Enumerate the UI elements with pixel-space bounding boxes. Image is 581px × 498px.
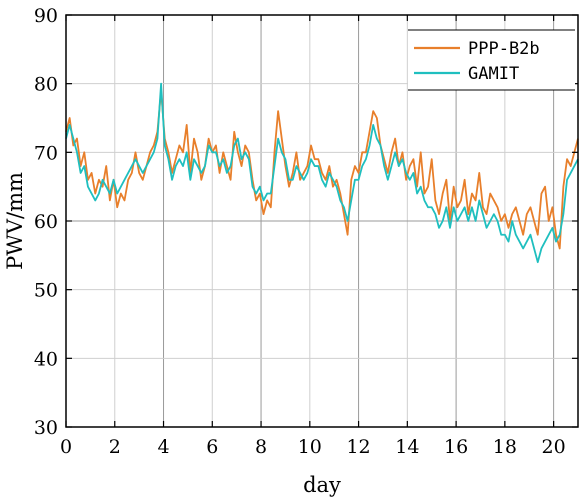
x-tick-label: 16 <box>444 436 468 458</box>
tick-labels: 0 2 4 6 8 10 12 14 16 18 20 30 40 50 60 70 80 90 <box>34 5 566 458</box>
x-tick-label: 18 <box>493 436 517 458</box>
x-tick-label: 4 <box>157 436 169 458</box>
series-lines <box>65 82 579 264</box>
legend-box <box>408 30 575 90</box>
legend: PPP-B2b GAMIT <box>408 29 575 91</box>
y-tick-label: 90 <box>34 5 58 27</box>
x-tick-label: 14 <box>395 436 419 458</box>
y-tick-label: 40 <box>34 348 58 370</box>
axis-ticks <box>65 14 578 428</box>
x-tick-label: 2 <box>109 436 121 458</box>
x-tick-label: 6 <box>206 436 218 458</box>
y-tick-label: 60 <box>34 211 58 233</box>
x-tick-label: 12 <box>346 436 370 458</box>
x-tick-label: 0 <box>60 436 72 458</box>
y-tick-label: 70 <box>34 142 58 164</box>
y-tick-label: 50 <box>34 280 58 302</box>
y-tick-label: 30 <box>34 417 58 439</box>
x-axis-label: day <box>303 473 341 497</box>
y-tick-label: 80 <box>34 74 58 96</box>
y-axis-label: PWV/mm <box>3 172 27 270</box>
series-line-ppp-b2b <box>65 89 579 250</box>
x-tick-label: 20 <box>542 436 566 458</box>
x-tick-label: 10 <box>298 436 322 458</box>
x-tick-label: 8 <box>255 436 267 458</box>
grid-lines <box>66 15 578 427</box>
legend-label: GAMIT <box>468 64 519 84</box>
series-line-gamit <box>65 82 579 264</box>
legend-label: PPP-B2b <box>468 39 540 59</box>
